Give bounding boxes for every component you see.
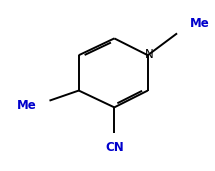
Text: Me: Me xyxy=(190,17,209,30)
Text: N: N xyxy=(144,48,153,61)
Text: Me: Me xyxy=(17,99,37,112)
Text: CN: CN xyxy=(105,141,124,154)
